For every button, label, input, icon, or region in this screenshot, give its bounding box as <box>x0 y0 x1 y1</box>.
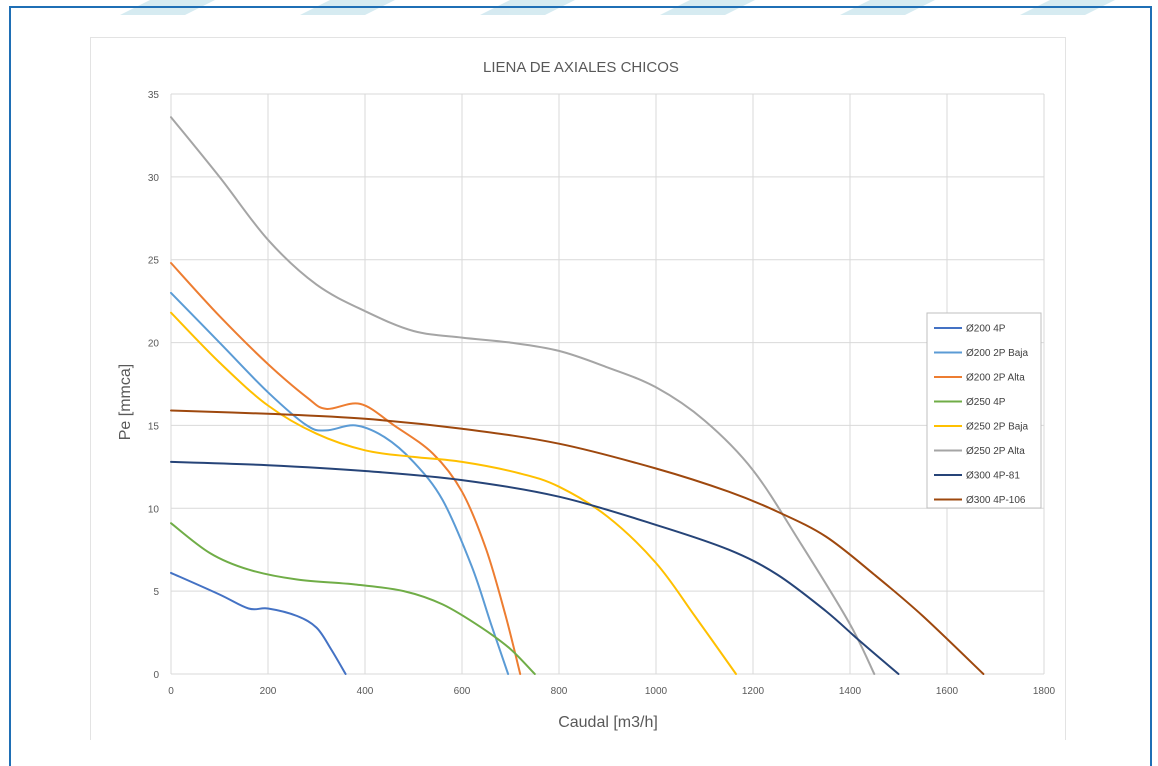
x-tick-label: 1000 <box>645 686 668 697</box>
x-axis-title: Caudal [m3/h] <box>558 714 658 731</box>
series-line-7 <box>170 460 900 675</box>
tick-labels: 0 200 400 600 800 1000 1200 1400 1600 1800 0 5 10 15 2… <box>148 90 1056 697</box>
y-tick-label: 25 <box>148 256 160 267</box>
series-line-3 <box>170 262 522 675</box>
x-tick-label: 400 <box>357 686 374 697</box>
y-tick-label: 15 <box>148 421 160 432</box>
y-tick-label: 30 <box>148 173 160 184</box>
x-tick-label: 1200 <box>742 686 765 697</box>
series-line-1 <box>170 571 347 675</box>
legend-label: Ø300 4P-81 <box>966 471 1020 482</box>
y-tick-label: 5 <box>153 587 159 598</box>
y-tick-label: 20 <box>148 339 160 350</box>
x-tick-label: 200 <box>260 686 277 697</box>
y-tick-label: 0 <box>153 670 159 681</box>
grid-lines <box>170 93 1045 675</box>
y-axis-title: Pe [mmca] <box>117 364 134 440</box>
legend-label: Ø200 2P Alta <box>966 373 1025 384</box>
series-line-6 <box>170 116 876 675</box>
series-line-8 <box>170 409 985 675</box>
page-frame <box>9 6 1152 766</box>
series-line-5 <box>170 311 737 675</box>
legend-label: Ø300 4P-106 <box>966 495 1026 506</box>
y-tick-label: 35 <box>148 90 160 101</box>
y-tick-label: 10 <box>148 504 160 515</box>
legend: Ø200 4P Ø200 2P Baja Ø200 2P Alta Ø250 4P Ø2… <box>926 312 1042 509</box>
series-line-2 <box>170 291 510 675</box>
legend-label: Ø250 4P <box>966 397 1006 408</box>
chart-card <box>90 37 1066 740</box>
x-tick-label: 0 <box>168 686 174 697</box>
legend-label: Ø250 2P Baja <box>966 422 1029 433</box>
x-tick-label: 1400 <box>839 686 862 697</box>
series-lines <box>170 116 985 675</box>
x-tick-label: 600 <box>454 686 471 697</box>
legend-label: Ø200 2P Baja <box>966 348 1029 359</box>
series-line-4 <box>170 522 536 675</box>
legend-label: Ø250 2P Alta <box>966 446 1025 457</box>
x-tick-label: 800 <box>551 686 568 697</box>
chart-title: LIENA DE AXIALES CHICOS <box>483 59 679 76</box>
x-tick-label: 1800 <box>1033 686 1056 697</box>
x-tick-label: 1600 <box>936 686 959 697</box>
legend-label: Ø200 4P <box>966 324 1006 335</box>
